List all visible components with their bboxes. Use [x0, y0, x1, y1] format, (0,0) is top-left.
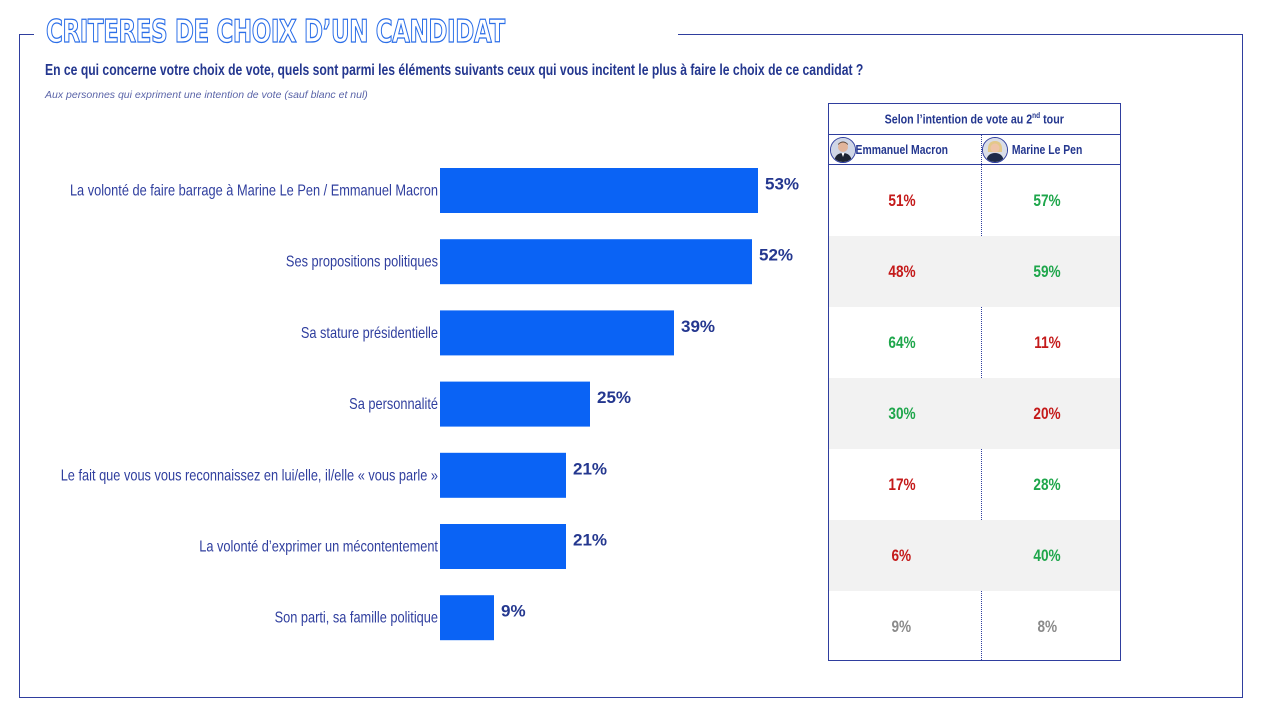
value-label: 9% [501, 602, 526, 621]
table-row: 51% 57% [829, 165, 1120, 236]
value-label: 52% [759, 246, 793, 265]
cell-macron: 30% [829, 378, 975, 449]
cell-lepen: 57% [975, 165, 1121, 236]
candidate-name-lepen: Marine Le Pen [1011, 142, 1083, 157]
table-row: 30% 20% [829, 378, 1120, 449]
table-row: 9% 8% [829, 591, 1120, 662]
cell-lepen: 59% [975, 236, 1121, 307]
cell-lepen-value: 59% [1033, 261, 1061, 281]
cell-macron: 64% [829, 307, 975, 378]
table-row: 17% 28% [829, 449, 1120, 520]
table-row: 64% 11% [829, 307, 1120, 378]
table-row: 48% 59% [829, 236, 1120, 307]
category-label: La volonté de faire barrage à Marine Le … [70, 182, 438, 200]
candidate-lepen: Marine Le Pen [975, 135, 1121, 164]
page-title: CRITERES DE CHOIX D’UN CANDIDAT [46, 13, 506, 50]
cell-macron: 51% [829, 165, 975, 236]
cell-macron: 17% [829, 449, 975, 520]
cell-macron-value: 51% [888, 190, 916, 210]
cell-macron-value: 64% [888, 332, 916, 352]
value-label: 53% [765, 175, 799, 194]
bar [440, 239, 752, 285]
category-label: La volonté d’exprimer un mécontentement [199, 538, 438, 556]
table-rows: 51% 57% 48% 59% 64% 11% 30% 20% 17% 28% 6% 40% 9% 8% [829, 165, 1120, 662]
macron-avatar-icon [830, 137, 856, 163]
survey-base-note: Aux personnes qui expriment une intentio… [45, 89, 368, 101]
table-heading-sup: nd [1032, 111, 1041, 121]
bar [440, 595, 494, 641]
vote-intention-table: Selon l’intention de vote au 2nd tour Em… [828, 103, 1121, 661]
cell-macron: 48% [829, 236, 975, 307]
bar [440, 452, 566, 498]
table-row: 6% 40% [829, 520, 1120, 591]
category-label: Son parti, sa famille politique [275, 609, 438, 627]
title-box: CRITERES DE CHOIX D’UN CANDIDAT [34, 10, 678, 54]
cell-macron: 9% [829, 591, 975, 662]
bar [440, 381, 590, 427]
table-heading-text: Selon l’intention de vote au 2 [884, 111, 1033, 127]
candidate-name-macron: Emmanuel Macron [855, 142, 948, 157]
cell-macron-value: 17% [888, 474, 916, 494]
value-label: 39% [681, 317, 715, 336]
cell-lepen-value: 57% [1033, 190, 1061, 210]
value-label: 21% [573, 531, 607, 550]
table-heading-end: tour [1040, 111, 1065, 127]
cell-lepen-value: 40% [1033, 545, 1061, 565]
cell-macron-value: 30% [888, 403, 916, 423]
cell-lepen-value: 11% [1034, 332, 1061, 352]
value-label: 25% [597, 388, 631, 407]
cell-macron-value: 6% [891, 545, 912, 565]
cell-macron-value: 9% [891, 616, 912, 636]
cell-lepen-value: 20% [1033, 403, 1061, 423]
cell-lepen: 8% [975, 591, 1121, 662]
bar [440, 310, 674, 356]
cell-lepen: 11% [975, 307, 1121, 378]
le-pen-avatar-icon [981, 137, 1008, 163]
cell-macron: 6% [829, 520, 975, 591]
category-label: Ses propositions politiques [286, 253, 438, 271]
cell-lepen: 28% [975, 449, 1121, 520]
category-label: Sa personnalité [349, 396, 438, 414]
bar [440, 524, 566, 569]
value-label: 21% [573, 459, 607, 478]
category-label: Le fait que vous vous reconnaissez en lu… [61, 467, 438, 485]
category-label: Sa stature présidentielle [301, 325, 438, 343]
survey-question: En ce qui concerne votre choix de vote, … [45, 62, 864, 79]
table-heading: Selon l’intention de vote au 2nd tour [829, 104, 1120, 135]
bar-chart: La volonté de faire barrage à Marine Le … [61, 168, 799, 641]
candidate-macron: Emmanuel Macron [829, 135, 975, 164]
cell-lepen-value: 8% [1037, 616, 1058, 636]
bar [440, 168, 758, 213]
cell-lepen-value: 28% [1033, 474, 1061, 494]
cell-lepen: 40% [975, 520, 1121, 591]
cell-lepen: 20% [975, 378, 1121, 449]
cell-macron-value: 48% [888, 261, 916, 281]
candidate-header: Emmanuel Macron Marine Le Pen [829, 135, 1120, 165]
